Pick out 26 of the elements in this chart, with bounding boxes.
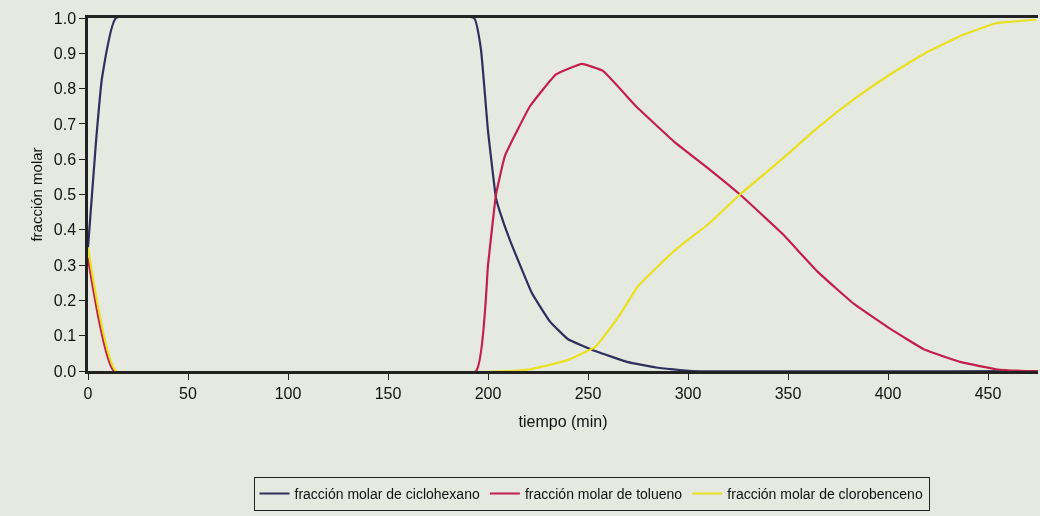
x-axis-title: tiempo (min): [518, 412, 608, 430]
legend-label: fracción molar de clorobenceno: [727, 485, 923, 502]
y-tick-label: 0.3: [53, 256, 77, 274]
x-tick-label: 200: [474, 384, 502, 402]
legend-label: fracción molar de ciclohexano: [294, 485, 480, 502]
x-tick-label: 50: [179, 384, 197, 402]
y-tick-label: 0.0: [53, 362, 77, 380]
x-tick-label: 0: [83, 384, 93, 402]
x-tick-label: 350: [774, 384, 802, 402]
x-tick-label: 250: [574, 384, 602, 402]
x-tick-label: 300: [674, 384, 702, 402]
y-tick-label: 0.1: [53, 327, 77, 345]
x-tick-label: 100: [274, 384, 302, 402]
y-axis-title: fracción molar: [28, 147, 46, 242]
legend-label: fracción molar de tolueno: [524, 485, 683, 502]
x-tick-label: 450: [974, 384, 1002, 402]
y-tick-label: 0.7: [53, 115, 77, 133]
y-tick-label: 0.2: [53, 292, 77, 309]
x-tick-label: 400: [874, 384, 902, 402]
y-tick-label: 0.5: [53, 186, 77, 204]
y-tick-label: 0.8: [53, 80, 77, 98]
y-tick-label: 0.9: [53, 44, 77, 62]
x-tick-label: 150: [374, 384, 402, 402]
y-tick-label: 0.4: [53, 221, 77, 239]
y-tick-label: 0.6: [53, 150, 77, 168]
y-tick-label: 1.0: [53, 9, 77, 27]
